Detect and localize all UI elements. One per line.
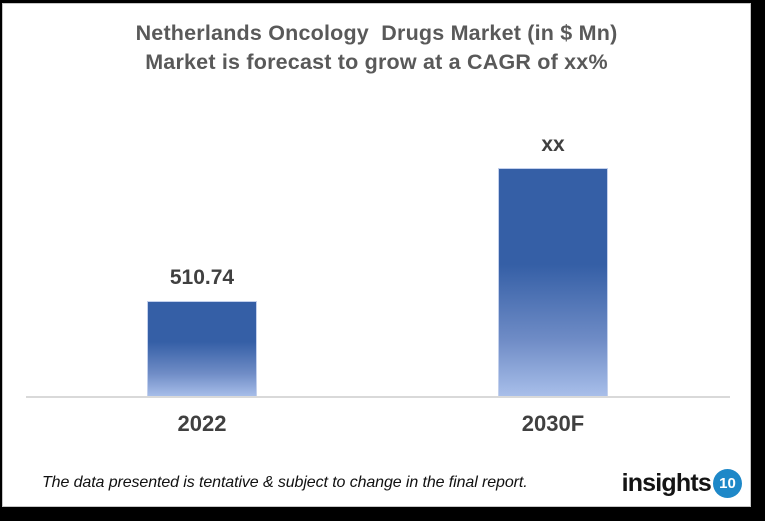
logo-badge-10: 10 [713,468,742,498]
disclaimer-text: The data presented is tentative & subjec… [42,474,528,491]
logo-wordmark: insights [621,468,712,497]
bar-value-2030f: xx [541,133,565,156]
x-axis-line [26,396,730,398]
category-label-2022: 2022 [177,411,227,436]
bar-2022 [147,301,257,397]
chart-title: Netherlands Oncology Drugs Market (in $ … [135,21,618,45]
chart-title-block: Netherlands Oncology Drugs Market (in $ … [3,19,750,77]
chart-subtitle: Market is forecast to grow at a CAGR of … [145,50,608,74]
insights10-logo: insights 10 [622,467,742,499]
category-label-2030f: 2030F [521,411,585,436]
bar-2030f [498,168,608,397]
bar-value-2022: 510.74 [169,266,235,289]
chart-card: Netherlands Oncology Drugs Market (in $ … [2,3,751,507]
